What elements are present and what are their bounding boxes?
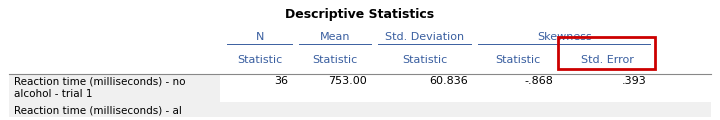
Text: 753.00: 753.00 <box>328 76 367 86</box>
Text: Statistic: Statistic <box>312 55 358 65</box>
Text: Std. Deviation: Std. Deviation <box>385 32 464 42</box>
Text: Statistic: Statistic <box>237 55 282 65</box>
Bar <box>9 102 711 117</box>
Text: 60.836: 60.836 <box>429 76 467 86</box>
Text: 36: 36 <box>274 76 288 86</box>
Text: Reaction time (milliseconds) - al: Reaction time (milliseconds) - al <box>14 106 181 116</box>
Bar <box>558 37 655 69</box>
Bar <box>9 74 220 103</box>
Text: Statistic: Statistic <box>402 55 447 65</box>
Text: Statistic: Statistic <box>495 55 541 65</box>
Text: .393: .393 <box>622 76 647 86</box>
Text: N: N <box>256 32 264 42</box>
Text: Skewness: Skewness <box>537 32 592 42</box>
Text: Reaction time (milliseconds) - no
alcohol - trial 1: Reaction time (milliseconds) - no alcoho… <box>14 76 185 99</box>
Text: -.868: -.868 <box>525 76 554 86</box>
Text: Std. Error: Std. Error <box>581 55 634 65</box>
Text: Mean: Mean <box>320 32 350 42</box>
Text: Descriptive Statistics: Descriptive Statistics <box>285 8 435 21</box>
